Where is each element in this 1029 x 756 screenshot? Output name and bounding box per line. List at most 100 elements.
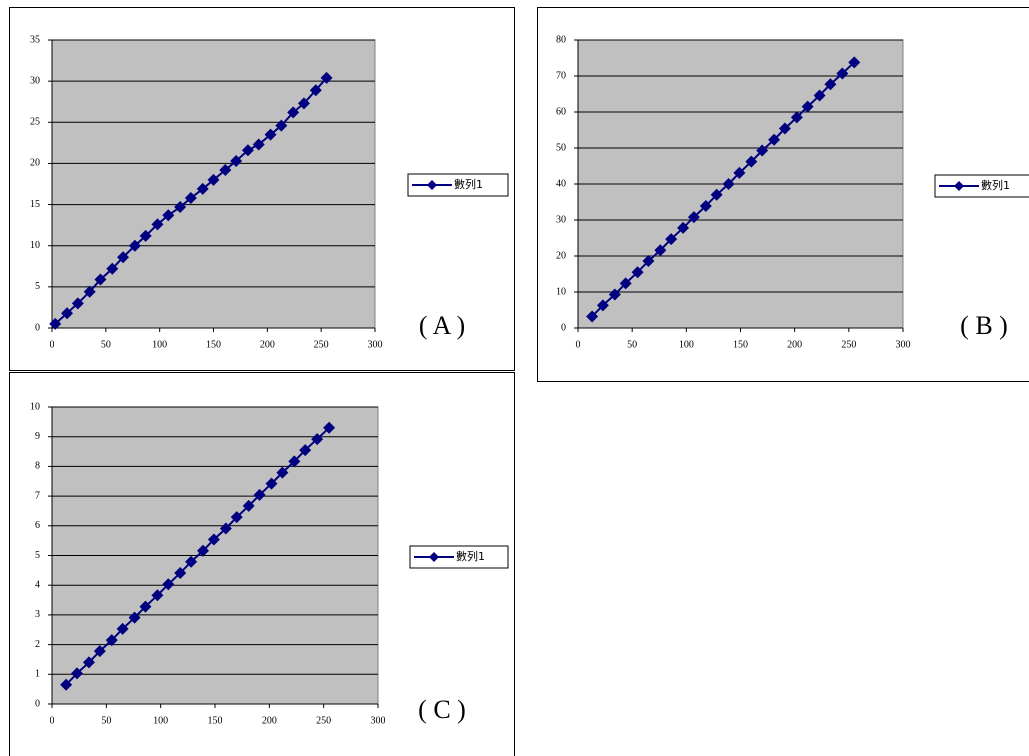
data-point (642, 255, 655, 268)
x-tick-label: 0 (576, 339, 581, 350)
y-tick-label: 20 (30, 158, 40, 169)
y-tick-label: 4 (35, 579, 40, 590)
data-point (836, 67, 849, 80)
y-tick-label: 8 (35, 461, 40, 472)
y-tick-label: 25 (30, 117, 40, 128)
data-point (174, 567, 187, 580)
data-point (790, 111, 803, 124)
y-tick-label: 0 (561, 322, 566, 333)
data-point (117, 251, 130, 264)
y-tick-label: 35 (30, 34, 40, 45)
legend-box (407, 173, 509, 197)
data-point (94, 273, 107, 286)
data-point (162, 209, 175, 222)
y-tick-label: 10 (556, 286, 566, 297)
data-point (619, 277, 632, 290)
data-point (677, 221, 690, 234)
y-tick-label: 7 (35, 490, 40, 501)
x-tick-label: 100 (152, 339, 167, 350)
data-point (174, 201, 187, 214)
data-point (106, 262, 119, 275)
data-point (197, 544, 210, 557)
data-point (631, 266, 644, 279)
data-point (264, 128, 277, 141)
data-point (320, 71, 333, 84)
y-tick-label: 10 (30, 240, 40, 251)
x-tick-label: 50 (101, 339, 111, 350)
y-tick-label: 3 (35, 609, 40, 620)
data-point (297, 97, 310, 110)
legend-marker (427, 180, 437, 190)
data-point (230, 154, 243, 167)
x-tick-label: 100 (153, 715, 168, 726)
x-tick-label: 50 (627, 339, 637, 350)
data-point (230, 511, 243, 524)
x-tick-label: 300 (368, 339, 383, 350)
legend-label: 數列1 (454, 177, 483, 191)
data-point (824, 78, 837, 91)
x-tick-label: 0 (50, 715, 55, 726)
data-point (185, 555, 198, 568)
x-tick-label: 300 (371, 715, 386, 726)
y-tick-label: 9 (35, 431, 40, 442)
panel-label: ( A ) (419, 311, 465, 340)
y-tick-label: 40 (556, 178, 566, 189)
y-tick-label: 15 (30, 199, 40, 210)
data-point (105, 634, 118, 647)
x-tick-label: 50 (101, 715, 111, 726)
data-point (253, 488, 266, 501)
legend-label: 數列1 (456, 549, 485, 563)
data-point (139, 229, 152, 242)
data-point (128, 611, 141, 624)
data-point (687, 211, 700, 224)
data-point (768, 133, 781, 146)
y-tick-label: 30 (556, 214, 566, 225)
x-tick-label: 100 (679, 339, 694, 350)
data-point (207, 533, 220, 546)
data-point (70, 667, 83, 680)
data-point (733, 166, 746, 179)
data-point (128, 239, 141, 252)
data-point (265, 477, 278, 490)
legend-marker (429, 552, 439, 562)
data-point (311, 433, 324, 446)
data-point (61, 307, 74, 320)
y-tick-label: 2 (35, 639, 40, 650)
legend-label: 數列1 (981, 178, 1010, 192)
x-tick-label: 200 (260, 339, 275, 350)
y-tick-label: 50 (556, 142, 566, 153)
data-point (60, 678, 73, 691)
data-point (276, 466, 289, 479)
data-point (83, 285, 96, 298)
data-point (596, 299, 609, 312)
data-point (242, 499, 255, 512)
data-point (699, 199, 712, 212)
y-tick-label: 1 (35, 669, 40, 680)
data-point (241, 144, 254, 157)
data-point (139, 600, 152, 613)
y-tick-label: 0 (35, 322, 40, 333)
data-point (288, 455, 301, 468)
data-point (162, 578, 175, 591)
data-point (196, 182, 209, 195)
data-point (275, 119, 288, 132)
x-tick-label: 200 (262, 715, 277, 726)
data-point (756, 144, 769, 157)
data-point (299, 444, 312, 457)
data-point (654, 244, 667, 257)
x-tick-label: 250 (841, 339, 856, 350)
x-tick-label: 150 (733, 339, 748, 350)
data-point (801, 100, 814, 113)
data-point (151, 589, 164, 602)
y-tick-label: 6 (35, 520, 40, 531)
data-point (778, 122, 791, 135)
legend-box (934, 174, 1029, 198)
y-tick-label: 5 (35, 550, 40, 561)
y-tick-label: 10 (30, 401, 40, 412)
data-point (116, 622, 129, 635)
data-point (184, 191, 197, 204)
x-tick-label: 150 (208, 715, 223, 726)
data-point (219, 164, 232, 177)
